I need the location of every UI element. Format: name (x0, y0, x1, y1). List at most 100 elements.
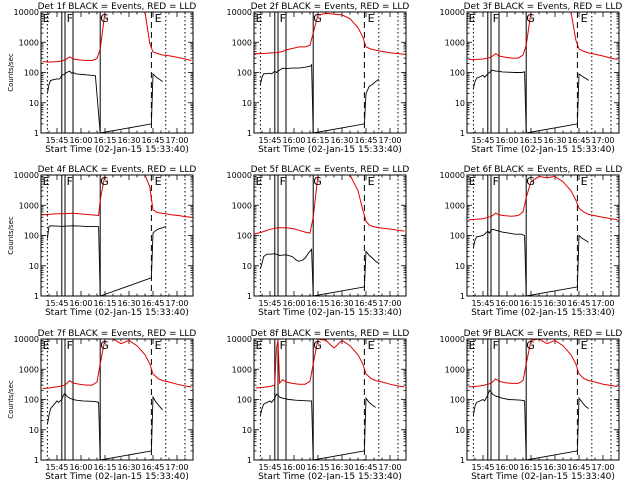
x-tick-label: 16:30 (543, 463, 566, 472)
segment-label: F (280, 12, 286, 25)
x-tick-label: 15:45 (258, 463, 281, 472)
panel-title: Det 3f BLACK = Events, RED = LLD (464, 2, 623, 12)
plot-area (41, 175, 192, 296)
y-tick-label: 10000 (227, 8, 252, 17)
segment-label: G (313, 175, 322, 188)
panel-title: Det 4f BLACK = Events, RED = LLD (38, 165, 197, 175)
segment-label: E (43, 175, 50, 188)
panel-title: Det 7f BLACK = Events, RED = LLD (38, 329, 197, 339)
lld-series-line (42, 12, 192, 63)
y-tick-label: 1 (34, 456, 39, 465)
x-tick-label: 16:00 (69, 136, 92, 145)
lld-series-line (254, 175, 405, 235)
x-tick-label: 16:00 (282, 299, 305, 308)
x-tick-label: 17:00 (378, 299, 401, 308)
x-tick-label: 15:45 (471, 136, 494, 145)
panel-frame (40, 174, 194, 297)
x-tick-label: 16:30 (117, 136, 140, 145)
panel-title: Det 9f BLACK = Events, RED = LLD (464, 329, 623, 339)
y-tick-label: 100 (24, 232, 39, 241)
detector-panel-7: Det 7f BLACK = Events, RED = LLD 1 10 100 10… (7, 329, 196, 480)
segment-label: F (493, 175, 499, 188)
y-tick-label: 1 (460, 456, 465, 465)
panel-title: Det 5f BLACK = Events, RED = LLD (251, 165, 410, 175)
y-tick-label: 1000 (19, 365, 39, 374)
lld-series-line (41, 175, 192, 218)
panel-frame (253, 338, 407, 461)
y-tick-label: 100 (450, 396, 465, 405)
panel-title: Det 2f BLACK = Events, RED = LLD (251, 2, 410, 12)
segment-label: E (256, 12, 263, 25)
y-tick-label: 10000 (440, 8, 465, 17)
segment-label: G (526, 339, 535, 352)
y-tick-label: 100 (237, 396, 252, 405)
events-series-line (46, 392, 163, 460)
lld-series-line (468, 175, 618, 221)
x-tick-label: 16:30 (117, 463, 140, 472)
segment-label: E (155, 12, 162, 25)
x-tick-label: 16:00 (282, 136, 305, 145)
x-axis-label: Start Time (02-Jan-15 15:33:40) (258, 472, 402, 480)
y-axis-label: Counts/sec (7, 216, 15, 255)
y-tick-label: 1 (34, 292, 39, 301)
x-axis-label: Start Time (02-Jan-15 15:33:40) (45, 145, 189, 155)
y-tick-label: 100 (237, 69, 252, 78)
segment-label: G (526, 12, 535, 25)
y-tick-label: 1000 (445, 201, 465, 210)
segment-label: G (100, 339, 109, 352)
x-axis-label: Start Time (02-Jan-15 15:33:40) (45, 472, 189, 480)
segment-label: E (43, 12, 50, 25)
x-tick-label: 15:45 (258, 299, 281, 308)
x-axis-label: Start Time (02-Jan-15 15:33:40) (471, 472, 615, 480)
lld-series-line (42, 339, 192, 390)
segment-label: G (100, 175, 109, 188)
y-tick-label: 10000 (14, 335, 39, 344)
panel-frame (466, 11, 620, 134)
x-tick-label: 16:30 (543, 136, 566, 145)
x-axis-label: Start Time (02-Jan-15 15:33:40) (258, 308, 402, 318)
y-tick-label: 1 (460, 129, 465, 138)
y-tick-label: 10 (29, 426, 39, 435)
y-tick-label: 10 (242, 99, 252, 108)
y-tick-label: 10000 (14, 171, 39, 180)
plot-area (42, 339, 192, 460)
panel-frame (466, 174, 620, 297)
x-tick-label: 16:15 (306, 463, 329, 472)
x-tick-label: 16:45 (567, 299, 590, 308)
events-series-line (472, 228, 589, 296)
events-series-line (46, 70, 163, 133)
detector-panel-8: Det 8f BLACK = Events, RED = LLD 1 10 100 10… (227, 329, 410, 480)
x-tick-label: 16:30 (330, 136, 353, 145)
detector-panel-3: Det 3f BLACK = Events, RED = LLD 1 10 100 10… (440, 2, 623, 155)
lld-series-line (468, 12, 618, 60)
plot-area (468, 175, 618, 296)
segment-label: E (155, 339, 162, 352)
panel-title: Det 8f BLACK = Events, RED = LLD (251, 329, 410, 339)
x-tick-label: 16:45 (354, 299, 377, 308)
plot-area (42, 12, 192, 133)
panel-frame (466, 338, 620, 461)
segment-label: F (493, 12, 499, 25)
plot-area (255, 339, 405, 460)
lld-series-line (468, 339, 618, 388)
detector-panel-5: Det 5f BLACK = Events, RED = LLD 1 10 100 10… (227, 165, 410, 318)
segment-label: E (469, 12, 476, 25)
x-tick-label: 17:00 (591, 136, 614, 145)
panel-title: Det 6f BLACK = Events, RED = LLD (464, 165, 623, 175)
y-tick-label: 1000 (232, 201, 252, 210)
y-tick-label: 1000 (445, 38, 465, 47)
x-tick-label: 17:00 (591, 299, 614, 308)
segment-label: E (368, 12, 375, 25)
x-tick-label: 17:00 (165, 299, 188, 308)
segment-label: E (43, 339, 50, 352)
y-tick-label: 1000 (232, 38, 252, 47)
x-tick-label: 16:15 (306, 299, 329, 308)
x-tick-label: 16:45 (567, 463, 590, 472)
y-tick-label: 100 (450, 69, 465, 78)
x-tick-label: 16:15 (519, 299, 542, 308)
x-tick-label: 16:45 (354, 463, 377, 472)
x-tick-label: 17:00 (165, 463, 188, 472)
x-tick-label: 16:15 (93, 299, 116, 308)
y-tick-label: 1000 (19, 201, 39, 210)
y-tick-label: 10 (455, 262, 465, 271)
